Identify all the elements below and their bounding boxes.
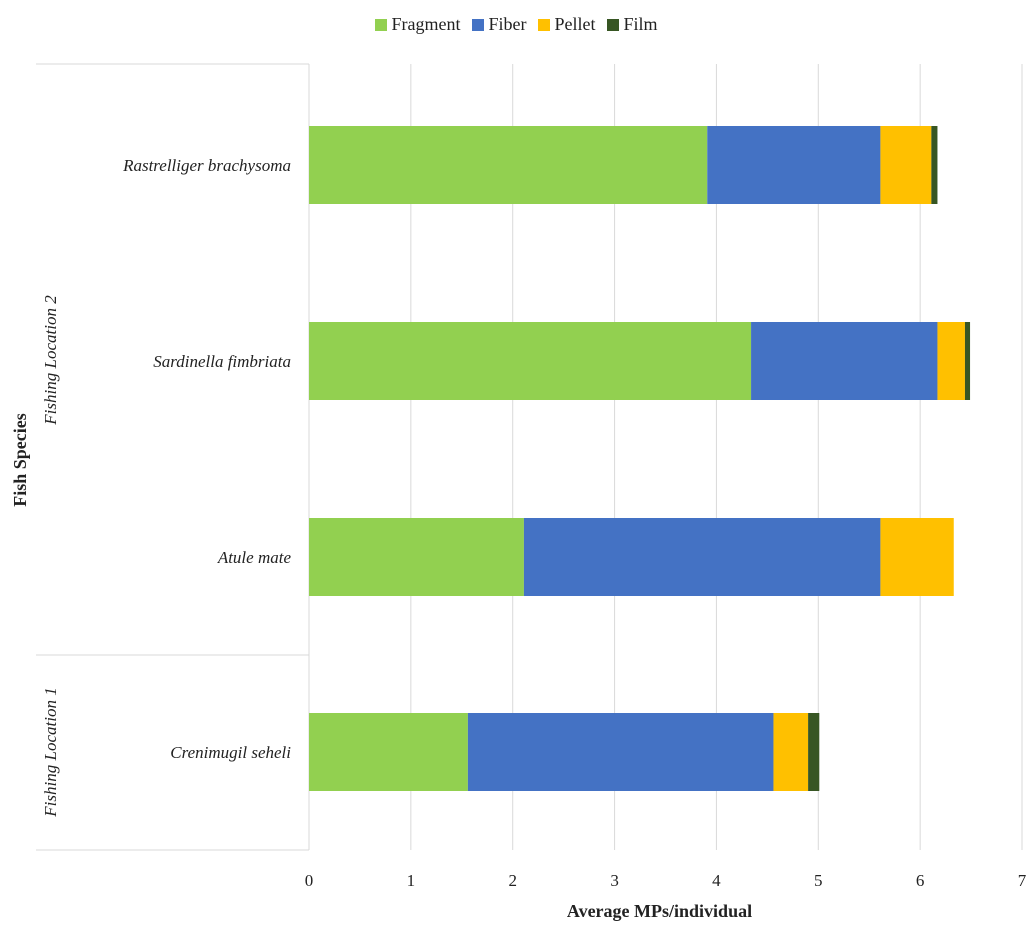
bar-fragment [309,322,752,400]
legend-item-film: Film [607,14,658,35]
bar-pellet [880,126,932,204]
x-tick-label: 0 [305,871,314,890]
legend-swatch [472,18,485,31]
category-label: Sardinella fimbriata [153,352,291,371]
legend: Fragment Fiber Pellet Film [0,14,1033,36]
x-tick-label: 5 [814,871,823,890]
bar-film [931,126,938,204]
bar-fragment [309,126,708,204]
x-tick-label: 4 [712,871,721,890]
x-tick-label: 2 [508,871,517,890]
x-tick-label: 7 [1018,871,1027,890]
category-label: Atule mate [217,548,292,567]
legend-swatch [375,18,388,31]
legend-item-fiber: Fiber [472,14,526,35]
category-label: Crenimugil seheli [170,743,291,762]
bar-film [964,322,971,400]
group-label: Fishing Location 2 [41,295,60,426]
bar-fragment [309,518,524,596]
legend-swatch [607,18,620,31]
legend-label: Film [623,14,658,34]
bar-pellet [937,322,965,400]
bar-fiber [707,126,881,204]
bar-pellet [773,713,809,791]
legend-swatch [538,18,551,31]
bar-fiber [523,518,881,596]
bar-film [808,713,820,791]
category-label: Rastrelliger brachysoma [122,156,291,175]
bar-fragment [309,713,468,791]
bar-fiber [467,713,774,791]
group-label: Fishing Location 1 [41,687,60,817]
bar-pellet [880,518,954,596]
legend-label: Fiber [488,14,527,34]
y-axis-label: Fish Species [10,413,30,507]
legend-label: Fragment [391,14,461,34]
x-tick-label: 3 [610,871,619,890]
x-tick-label: 6 [916,871,925,890]
legend-item-fragment: Fragment [375,14,460,35]
bar-fiber [751,322,938,400]
x-tick-label: 1 [407,871,416,890]
legend-item-pellet: Pellet [538,14,595,35]
legend-label: Pellet [554,14,596,34]
x-axis-label: Average MPs/individual [567,901,752,921]
